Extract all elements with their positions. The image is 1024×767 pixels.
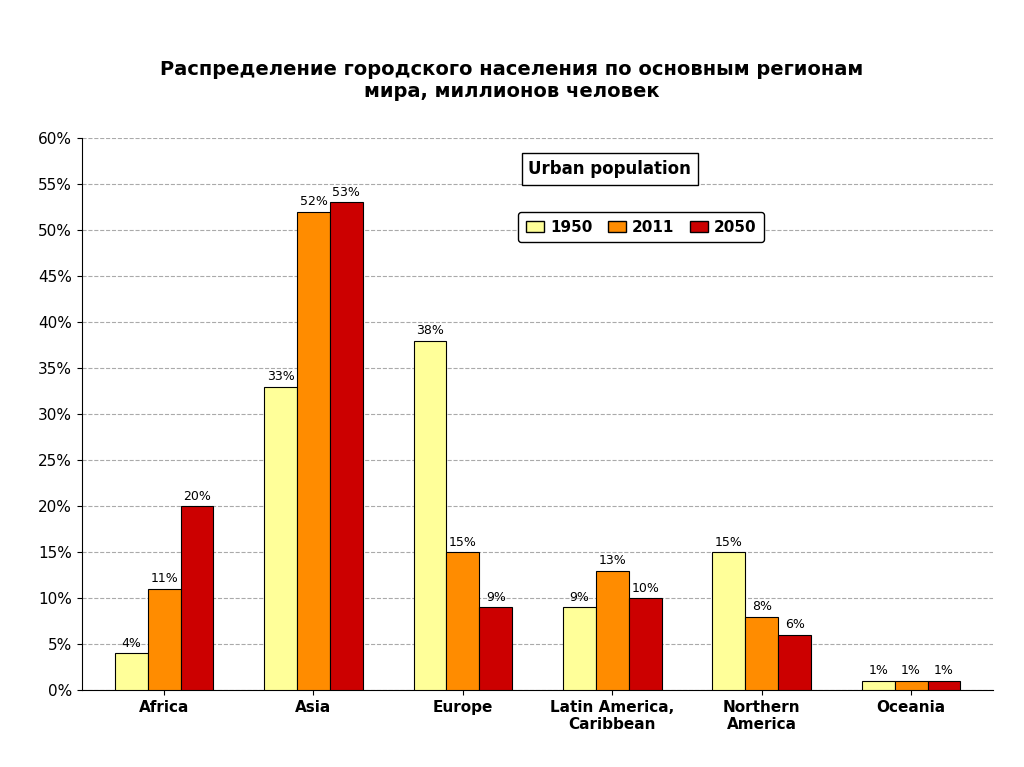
Text: 6%: 6%	[784, 618, 805, 631]
Bar	[629, 598, 662, 690]
Bar	[928, 681, 961, 690]
Bar	[778, 635, 811, 690]
Text: 20%: 20%	[183, 489, 211, 502]
Text: Распределение городского населения по основным регионам
мира, миллионов человек: Распределение городского населения по ос…	[161, 60, 863, 101]
Text: 15%: 15%	[715, 535, 742, 548]
Legend: 1950, 2011, 2050: 1950, 2011, 2050	[518, 212, 765, 242]
Text: 10%: 10%	[631, 581, 659, 594]
Bar	[446, 552, 479, 690]
Text: 15%: 15%	[449, 535, 477, 548]
Bar	[264, 387, 297, 690]
Bar	[745, 617, 778, 690]
Text: 1%: 1%	[934, 664, 954, 677]
Text: 1%: 1%	[868, 664, 888, 677]
Bar	[596, 571, 629, 690]
Text: 13%: 13%	[598, 554, 627, 567]
Text: 52%: 52%	[300, 195, 328, 208]
Text: 11%: 11%	[151, 572, 178, 585]
Bar	[147, 589, 180, 690]
Bar	[713, 552, 745, 690]
Bar	[297, 212, 330, 690]
Text: 53%: 53%	[333, 186, 360, 199]
Text: 4%: 4%	[121, 637, 141, 650]
Bar	[330, 202, 362, 690]
Text: Urban population: Urban population	[528, 160, 691, 178]
Bar	[414, 341, 446, 690]
Bar	[895, 681, 928, 690]
Bar	[862, 681, 895, 690]
Text: 8%: 8%	[752, 600, 772, 613]
Text: 9%: 9%	[569, 591, 590, 604]
Text: 38%: 38%	[416, 324, 444, 337]
Text: 33%: 33%	[266, 370, 295, 383]
Bar	[563, 607, 596, 690]
Text: 1%: 1%	[901, 664, 921, 677]
Text: 9%: 9%	[485, 591, 506, 604]
Bar	[115, 653, 147, 690]
Bar	[180, 506, 213, 690]
Bar	[479, 607, 512, 690]
